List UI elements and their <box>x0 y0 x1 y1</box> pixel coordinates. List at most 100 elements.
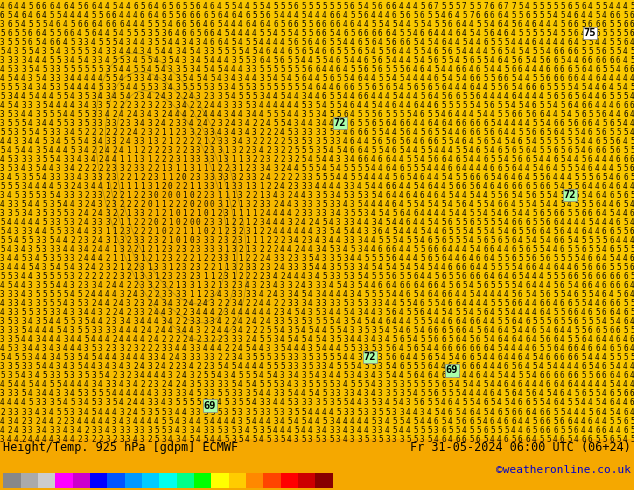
Text: 4: 4 <box>91 363 96 371</box>
Text: 4: 4 <box>476 191 481 200</box>
Text: 6: 6 <box>553 209 558 218</box>
Text: 6: 6 <box>35 29 39 38</box>
Text: 4: 4 <box>245 435 250 443</box>
Text: 3: 3 <box>49 254 54 263</box>
Text: 6: 6 <box>490 128 495 137</box>
Text: 5: 5 <box>56 254 61 263</box>
Text: 4: 4 <box>28 83 32 92</box>
Text: 3: 3 <box>378 380 383 390</box>
Text: 4: 4 <box>420 74 425 83</box>
Text: 5: 5 <box>448 2 453 11</box>
Text: 5: 5 <box>623 227 628 236</box>
Text: 6: 6 <box>609 191 614 200</box>
Text: 4: 4 <box>14 11 18 20</box>
Text: 6: 6 <box>476 74 481 83</box>
Text: 2: 2 <box>119 137 124 146</box>
Text: 4: 4 <box>266 2 271 11</box>
Text: 5: 5 <box>427 398 432 408</box>
Text: 3: 3 <box>224 291 229 299</box>
Text: 3: 3 <box>252 291 257 299</box>
Text: 2: 2 <box>126 344 131 353</box>
Text: 4: 4 <box>427 308 432 318</box>
Text: 4: 4 <box>308 74 313 83</box>
Text: 4: 4 <box>441 110 446 119</box>
Text: 3: 3 <box>245 110 250 119</box>
Text: 6: 6 <box>525 245 529 254</box>
Text: 3: 3 <box>42 236 47 245</box>
Text: 4: 4 <box>602 218 607 227</box>
Text: 6: 6 <box>595 200 600 209</box>
Text: 5: 5 <box>427 299 432 308</box>
Text: 5: 5 <box>378 209 383 218</box>
Text: 5: 5 <box>434 20 439 29</box>
Text: 4: 4 <box>427 74 432 83</box>
Text: 5: 5 <box>588 38 593 47</box>
Text: 5: 5 <box>511 209 515 218</box>
Text: 6: 6 <box>357 155 361 164</box>
Text: 4: 4 <box>567 56 572 65</box>
Text: 5: 5 <box>28 380 32 390</box>
Text: 2: 2 <box>252 254 257 263</box>
Text: 4: 4 <box>413 218 418 227</box>
Text: 3: 3 <box>301 353 306 363</box>
Text: 4: 4 <box>28 110 32 119</box>
Text: 3: 3 <box>98 326 103 336</box>
Text: 6: 6 <box>0 11 4 20</box>
Text: 3: 3 <box>147 128 152 137</box>
Text: 3: 3 <box>329 200 333 209</box>
Text: 4: 4 <box>91 263 96 272</box>
Text: 5: 5 <box>266 65 271 74</box>
Text: 5: 5 <box>63 291 68 299</box>
Text: 3: 3 <box>175 83 179 92</box>
Text: 4: 4 <box>504 326 508 336</box>
Text: 4: 4 <box>70 164 75 173</box>
Text: 5: 5 <box>504 390 508 398</box>
Text: 5: 5 <box>504 236 508 245</box>
Text: 5: 5 <box>329 110 333 119</box>
Text: 5: 5 <box>511 363 515 371</box>
Text: 4: 4 <box>238 380 243 390</box>
Text: 3: 3 <box>203 236 207 245</box>
Text: 3: 3 <box>301 92 306 101</box>
Text: 3: 3 <box>28 245 32 254</box>
Text: 4: 4 <box>14 92 18 101</box>
Text: 1: 1 <box>231 155 236 164</box>
Text: 5: 5 <box>336 38 340 47</box>
Text: 6: 6 <box>385 164 390 173</box>
Text: 5: 5 <box>539 218 543 227</box>
Text: 3: 3 <box>217 380 222 390</box>
Text: 4: 4 <box>294 416 299 425</box>
Text: 6: 6 <box>378 245 383 254</box>
Text: 3: 3 <box>119 425 124 435</box>
Text: 3: 3 <box>371 408 375 416</box>
Text: 5: 5 <box>21 47 25 56</box>
Text: 6: 6 <box>434 47 439 56</box>
Text: 6: 6 <box>63 29 68 38</box>
Text: 4: 4 <box>518 326 522 336</box>
Text: 3: 3 <box>28 353 32 363</box>
Text: 5: 5 <box>490 281 495 291</box>
Text: 3: 3 <box>63 56 68 65</box>
Text: 6: 6 <box>490 390 495 398</box>
Text: 4: 4 <box>35 65 39 74</box>
Text: 6: 6 <box>497 20 501 29</box>
Text: 5: 5 <box>308 371 313 380</box>
Text: 4: 4 <box>28 209 32 218</box>
Text: 5: 5 <box>483 65 488 74</box>
Text: 3: 3 <box>168 371 172 380</box>
Text: 5: 5 <box>154 435 158 443</box>
Text: 3: 3 <box>168 272 172 281</box>
Text: 2: 2 <box>280 236 285 245</box>
Text: 6: 6 <box>518 110 522 119</box>
Text: 6: 6 <box>525 263 529 272</box>
Text: 4: 4 <box>98 29 103 38</box>
Text: 3: 3 <box>91 371 96 380</box>
Text: 4: 4 <box>308 408 313 416</box>
Text: 3: 3 <box>329 416 333 425</box>
Text: 6: 6 <box>546 65 550 74</box>
Text: 5: 5 <box>497 218 501 227</box>
Text: 4: 4 <box>539 155 543 164</box>
Text: 3: 3 <box>322 308 327 318</box>
Text: 4: 4 <box>42 92 47 101</box>
Text: 3: 3 <box>434 425 439 435</box>
